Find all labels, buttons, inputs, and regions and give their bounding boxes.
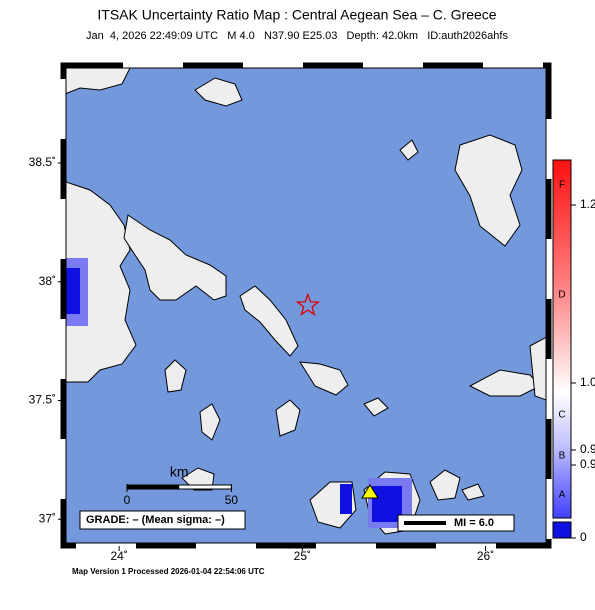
land bbox=[194, 77, 243, 107]
colorbar-tick-label: 1.0 bbox=[580, 375, 595, 389]
y-tick-label: 37˚ bbox=[39, 511, 56, 525]
land bbox=[275, 399, 301, 437]
map-frame-border bbox=[60, 62, 552, 549]
x-tick-label: 25˚ bbox=[294, 549, 311, 563]
y-tick-label: 38˚ bbox=[39, 274, 56, 288]
land bbox=[66, 181, 137, 383]
mi-box bbox=[397, 514, 515, 532]
land bbox=[461, 483, 485, 501]
grade-letter: C bbox=[558, 410, 565, 421]
grade-letter: F bbox=[559, 180, 565, 191]
land bbox=[429, 469, 461, 501]
y-tick-label: 37.5˚ bbox=[29, 393, 56, 407]
sea bbox=[66, 68, 546, 543]
y-tick-label: 38.5˚ bbox=[29, 155, 56, 169]
intensity-patch bbox=[66, 268, 80, 314]
colorbar-tick-label: 1.2 bbox=[580, 197, 595, 211]
x-tick-label: 24˚ bbox=[110, 549, 127, 563]
colorbar-tick-label: 0.9 bbox=[580, 457, 595, 471]
map-area bbox=[66, 68, 546, 543]
map-frame bbox=[65, 67, 547, 544]
station-triangle bbox=[361, 484, 379, 499]
land bbox=[66, 68, 131, 95]
intensity-patch bbox=[372, 486, 402, 522]
land bbox=[164, 359, 187, 393]
colorbar bbox=[552, 159, 572, 519]
scale-unit: km bbox=[170, 464, 189, 480]
land bbox=[363, 397, 389, 417]
land bbox=[123, 214, 227, 301]
grade-label: GRADE: – (Mean sigma: –) bbox=[86, 514, 225, 526]
x-tick-label: 26˚ bbox=[477, 549, 494, 563]
land bbox=[199, 403, 221, 441]
grade-letter: B bbox=[559, 451, 566, 462]
intensity-patch bbox=[340, 484, 352, 514]
footer: Map Version 1 Processed 2026-01-04 22:54… bbox=[72, 567, 265, 576]
epicenter bbox=[295, 292, 321, 316]
land bbox=[529, 336, 546, 401]
land bbox=[299, 361, 349, 396]
colorbar-floor bbox=[552, 521, 572, 539]
land bbox=[399, 139, 419, 161]
grade-letter: A bbox=[559, 490, 566, 501]
map-subtitle: Jan 4, 2026 22:49:09 UTC M 4.0 N37.90 E2… bbox=[86, 30, 508, 42]
colorbar-tick-label: 0.95 bbox=[580, 442, 595, 456]
map-title: ITSAK Uncertainty Ratio Map : Central Ae… bbox=[97, 7, 496, 23]
land bbox=[239, 285, 299, 357]
colorbar-tick-label: 0 bbox=[580, 530, 587, 544]
mi-label: MI = 6.0 bbox=[454, 517, 494, 529]
scale-tick-label: 0 bbox=[124, 493, 131, 507]
grade-box bbox=[79, 510, 246, 530]
land bbox=[454, 134, 523, 247]
grade-letter: D bbox=[558, 290, 565, 301]
scale-tick-label: 50 bbox=[225, 493, 239, 507]
scale-bar-fill bbox=[127, 485, 180, 489]
